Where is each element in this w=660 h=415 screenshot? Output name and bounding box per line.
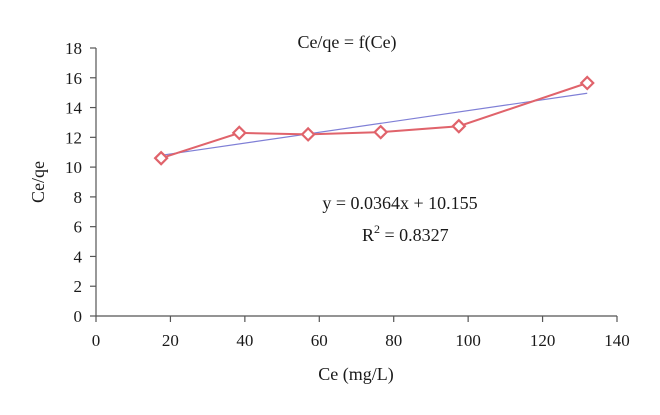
x-tick-label: 140 bbox=[604, 331, 630, 350]
data-point-diamond bbox=[300, 126, 316, 142]
data-point-diamond bbox=[231, 125, 247, 141]
data-point-diamond bbox=[373, 124, 389, 140]
data-series-line bbox=[160, 82, 588, 160]
y-axis-title: Ce/qe bbox=[28, 161, 48, 203]
y-tick-label: 16 bbox=[65, 69, 82, 88]
y-tick-label: 18 bbox=[65, 39, 82, 58]
x-tick-label: 60 bbox=[311, 331, 328, 350]
y-tick-label: 14 bbox=[65, 99, 83, 118]
axes bbox=[95, 48, 617, 317]
x-axis-title: Ce (mg/L) bbox=[318, 364, 393, 385]
y-tick-label: 0 bbox=[74, 307, 83, 326]
y-tick-label: 8 bbox=[74, 188, 83, 207]
trendline-equation: y = 0.0364x + 10.155 bbox=[322, 193, 477, 213]
x-ticks: 0 20 40 60 80 100 120 140 bbox=[92, 316, 630, 350]
series-layer bbox=[153, 75, 595, 166]
trendline bbox=[161, 92, 588, 156]
chart-title: Ce/qe = f(Ce) bbox=[297, 32, 396, 53]
y-tick-label: 4 bbox=[74, 247, 83, 266]
x-tick-label: 20 bbox=[162, 331, 179, 350]
y-ticks: 0 2 4 6 8 10 12 14 16 18 bbox=[65, 39, 96, 326]
x-tick-label: 0 bbox=[92, 331, 101, 350]
x-tick-label: 100 bbox=[455, 331, 481, 350]
r-squared-prefix: R bbox=[362, 225, 374, 245]
y-tick-label: 6 bbox=[74, 218, 83, 237]
data-point-diamond bbox=[579, 75, 595, 91]
r-squared-superscript: 2 bbox=[374, 222, 380, 236]
r-squared-value: = 0.8327 bbox=[380, 225, 449, 245]
y-tick-label: 10 bbox=[65, 158, 82, 177]
r-squared-label: R2 = 0.8327 bbox=[362, 222, 449, 245]
data-point-diamond bbox=[451, 118, 467, 134]
y-tick-label: 12 bbox=[65, 128, 82, 147]
x-tick-label: 80 bbox=[385, 331, 402, 350]
y-tick-label: 2 bbox=[74, 277, 83, 296]
x-tick-label: 120 bbox=[530, 331, 556, 350]
x-tick-label: 40 bbox=[236, 331, 253, 350]
data-point-diamond bbox=[153, 150, 169, 166]
